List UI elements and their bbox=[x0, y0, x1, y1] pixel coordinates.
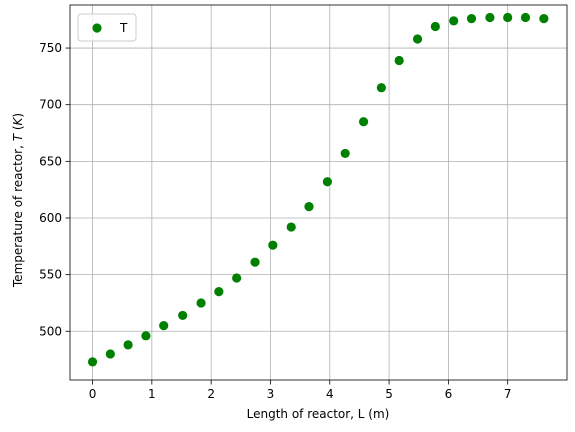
y-axis-label: Temperature of reactor, T (K) bbox=[11, 113, 25, 288]
data-point bbox=[105, 349, 115, 359]
y-tick-label: 550 bbox=[39, 268, 62, 282]
x-tick-label: 6 bbox=[445, 387, 453, 401]
data-point bbox=[520, 12, 531, 23]
data-point bbox=[87, 357, 98, 367]
y-axis-label-symbol: T bbox=[11, 132, 25, 141]
data-point bbox=[178, 310, 188, 321]
y-tick-label: 500 bbox=[39, 324, 62, 338]
y-tick-label: 600 bbox=[39, 211, 62, 225]
data-point bbox=[376, 83, 386, 93]
legend-box bbox=[77, 13, 137, 42]
x-tick-label: 3 bbox=[267, 387, 275, 401]
y-axis-label-unit-open: ( bbox=[11, 125, 25, 134]
x-axis-ticks: 0 1 2 3 4 5 6 7 bbox=[89, 380, 512, 401]
y-tick-label: 750 bbox=[39, 41, 62, 55]
data-point bbox=[466, 13, 477, 24]
y-axis-label-unit-close: ) bbox=[11, 113, 25, 118]
legend-marker bbox=[92, 23, 102, 33]
data-point bbox=[141, 331, 151, 341]
data-point bbox=[412, 34, 423, 44]
data-point bbox=[358, 117, 369, 127]
x-tick-label: 5 bbox=[385, 387, 393, 401]
data-point bbox=[159, 321, 169, 331]
legend: T bbox=[77, 13, 137, 42]
data-point bbox=[286, 222, 296, 232]
data-point bbox=[449, 16, 459, 26]
data-point bbox=[322, 177, 332, 187]
data-point bbox=[503, 12, 513, 23]
x-tick-label: 7 bbox=[504, 387, 512, 401]
x-tick-label: 4 bbox=[326, 387, 334, 401]
data-point bbox=[340, 148, 350, 159]
plot-area-frame bbox=[69, 4, 568, 381]
x-tick-label: 1 bbox=[148, 387, 156, 401]
data-point bbox=[232, 273, 242, 283]
data-point bbox=[196, 298, 206, 308]
data-point bbox=[268, 240, 278, 250]
data-point bbox=[485, 12, 495, 23]
y-axis-label-unit: K bbox=[11, 116, 25, 125]
y-axis-label-text: Temperature of reactor, bbox=[11, 141, 25, 288]
data-point bbox=[123, 340, 133, 350]
data-point bbox=[304, 202, 314, 212]
data-point bbox=[394, 55, 404, 66]
y-tick-label: 650 bbox=[39, 154, 62, 168]
x-tick-label: 0 bbox=[89, 387, 97, 401]
data-point bbox=[214, 287, 224, 297]
data-point bbox=[539, 13, 549, 24]
y-tick-label: 700 bbox=[39, 98, 62, 112]
x-tick-label: 2 bbox=[207, 387, 215, 401]
grid bbox=[70, 5, 567, 380]
data-point bbox=[430, 21, 440, 32]
data-points bbox=[87, 12, 549, 367]
x-axis-label: Length of reactor, L (m) bbox=[247, 407, 390, 421]
data-point bbox=[250, 257, 260, 267]
y-axis-ticks: 500 550 600 650 700 750 bbox=[39, 41, 70, 338]
legend-label: T bbox=[119, 21, 128, 35]
